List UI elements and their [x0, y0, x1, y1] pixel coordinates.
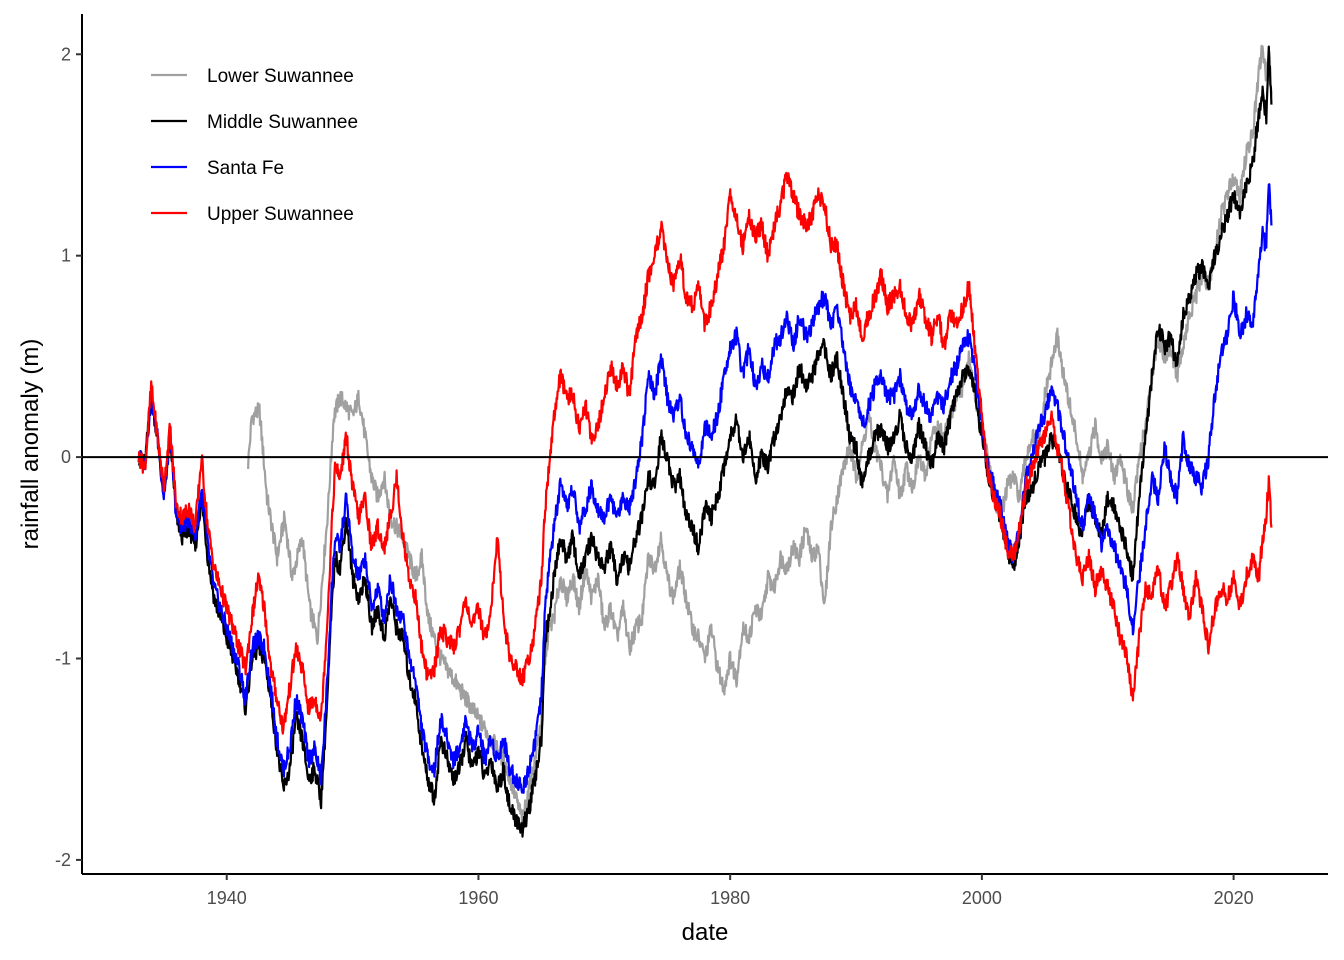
y-tick-label: -2 [55, 850, 71, 870]
series-layer [137, 44, 1273, 838]
x-tick-label: 1940 [207, 888, 247, 908]
y-axis-title: rainfall anomaly (m) [17, 339, 44, 550]
legend-label-lower-suwannee: Lower Suwannee [207, 66, 354, 87]
x-axis-title: date [682, 919, 729, 946]
y-tick-label: 2 [61, 44, 71, 64]
y-tick-label: 1 [61, 246, 71, 266]
legend-label-santa-fe: Santa Fe [207, 158, 284, 179]
y-tick-label: -1 [55, 648, 71, 668]
series-line-lower-suwannee [247, 44, 1273, 825]
series-line-santa-fe [137, 183, 1273, 794]
x-axis-ticks: 1940 1960 1980 2000 2020 [207, 874, 1254, 908]
legend-label-middle-suwannee: Middle Suwannee [207, 112, 358, 133]
series-line-upper-suwannee [137, 171, 1273, 735]
x-tick-label: 1960 [458, 888, 498, 908]
x-tick-label: 2020 [1214, 888, 1254, 908]
x-tick-label: 1980 [710, 888, 750, 908]
legend-label-upper-suwannee: Upper Suwannee [207, 204, 354, 225]
y-axis-ticks: -2 -1 0 1 2 [55, 44, 82, 870]
y-tick-label: 0 [61, 447, 71, 467]
legend: Lower Suwannee Middle Suwannee Santa Fe … [151, 66, 358, 225]
x-tick-label: 2000 [962, 888, 1002, 908]
